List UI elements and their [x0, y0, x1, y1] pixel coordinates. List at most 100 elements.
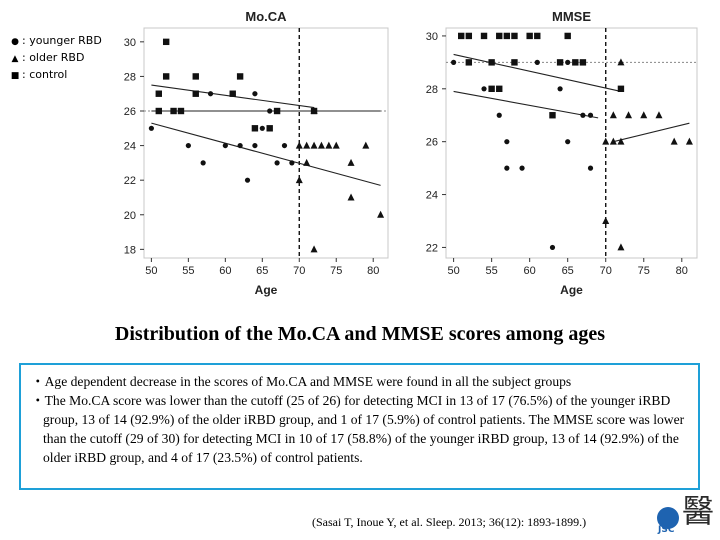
chart-2-older-rbd-point [625, 111, 633, 119]
chart-2-older-rbd-point [609, 137, 617, 145]
chart-2-younger-rbd-point [451, 59, 457, 65]
chart-2-older-rbd-point [602, 216, 610, 224]
chart-2-y-tick-label: 26 [426, 137, 438, 149]
chart-1-x-tick-label: 60 [219, 265, 231, 277]
chart-2-x-tick-label: 60 [524, 265, 536, 277]
chart-1-plot-frame [143, 27, 389, 259]
chart-1-x-tick-label: 70 [293, 265, 305, 277]
chart-2-trend-line [613, 122, 690, 143]
findings-box: ・Age dependent decrease in the scores of… [19, 363, 700, 490]
chart-1-control-point [236, 73, 244, 80]
chart-2-control-point [458, 32, 465, 40]
legend-item-control: ■: control [8, 67, 102, 84]
chart-2-x-axis-label: Age [560, 283, 583, 297]
society-logo: 醫 JSC [655, 493, 717, 539]
chart-1-control-point [170, 107, 177, 115]
chart-1-control-point [192, 73, 199, 80]
chart-2-control-point [496, 85, 503, 93]
chart-1-x-tick-label: 75 [330, 265, 342, 277]
legend: ●: younger RBD ▲: older RBD ■: control [8, 33, 102, 84]
chart-1-older-rbd-point [347, 193, 355, 201]
chart-2-y-tick-label: 24 [426, 190, 438, 202]
logo-abbr: JSC [658, 525, 675, 535]
chart-2-younger-rbd-point [481, 86, 487, 92]
chart-2-younger-rbd-point [504, 165, 510, 171]
chart-2-younger-rbd-point [587, 165, 594, 171]
chart-1-x-tick-label: 80 [367, 265, 379, 277]
chart-2-x-tick-label: 50 [447, 265, 459, 277]
chart-2-control-point [511, 32, 518, 40]
chart-1-older-rbd-point [377, 210, 385, 218]
chart-2-control-point [526, 32, 533, 40]
chart-2-x-tick-label: 65 [562, 265, 574, 277]
logo-kanji: 醫 [682, 492, 715, 530]
chart-1-younger-rbd-point [267, 108, 273, 114]
chart-2-x-tick-label: 80 [676, 265, 688, 277]
chart-1-y-tick-label: 22 [124, 175, 136, 187]
chart-2-x-tick-label: 70 [600, 265, 612, 277]
chart-2-control-point [564, 32, 571, 40]
chart-2-plot-frame [445, 27, 698, 259]
legend-label-older: : older RBD [22, 51, 85, 64]
chart-1-x-axis-label: Age [255, 283, 278, 297]
chart-2-control-point [465, 32, 473, 40]
chart-1-y-tick-label: 30 [124, 37, 136, 49]
chart-2-y-tick-label: 28 [426, 84, 438, 96]
chart-1-control-point [162, 38, 170, 46]
chart-2-control-point [572, 59, 579, 66]
chart-2-younger-rbd-point [587, 112, 594, 118]
chart-1-older-rbd-point [310, 141, 318, 149]
chart-2-older-rbd-point [685, 137, 693, 145]
chart-1-older-rbd-point [310, 245, 318, 253]
chart-1-y-tick-label: 18 [124, 244, 136, 256]
chart-2-younger-rbd-point [549, 244, 556, 251]
chart-2-younger-rbd-point [557, 86, 563, 92]
chart-1-control-point [266, 125, 273, 132]
chart-2-control-point [549, 112, 556, 119]
legend-item-older: ▲: older RBD [8, 50, 102, 67]
chart-1-control-point [192, 90, 199, 97]
chart-2-control-point [465, 59, 473, 66]
chart-1-y-tick-label: 26 [124, 106, 136, 118]
logo-mark-icon [657, 507, 679, 529]
chart-1-control-point [177, 107, 185, 115]
chart-1-younger-rbd-point [281, 142, 288, 149]
chart-2-older-rbd-point [602, 137, 610, 145]
chart-2-control-point [480, 32, 488, 40]
chart-2-control-point [488, 59, 495, 66]
chart-2-control-point [488, 85, 495, 93]
chart-2-older-rbd-point [617, 137, 625, 145]
chart-1-control-point [155, 107, 162, 115]
chart-2-younger-rbd-point [580, 112, 586, 118]
chart-2-x-tick-label: 55 [486, 265, 498, 277]
chart-2-older-rbd-point [617, 58, 625, 66]
chart-2-younger-rbd-point [519, 165, 525, 171]
chart-1-older-rbd-point [295, 141, 303, 149]
chart-1-y-tick-label: 20 [124, 210, 136, 222]
chart-1-younger-rbd-point [259, 125, 265, 131]
finding-1: ・Age dependent decrease in the scores of… [31, 374, 572, 389]
circle-marker-icon: ● [11, 37, 19, 47]
chart-1-younger-rbd-point [289, 160, 295, 166]
legend-label-control: : control [22, 68, 68, 81]
chart-2-y-tick-label: 22 [426, 242, 438, 254]
chart-2-older-rbd-point [670, 137, 678, 145]
chart-2-control-point [579, 59, 587, 66]
chart-2-older-rbd-point [617, 243, 625, 251]
chart-1-control-point [310, 107, 318, 115]
chart-2-trend-line [453, 53, 622, 92]
chart-1-trend-line [151, 122, 381, 186]
chart-1-control-point [229, 90, 236, 97]
chart-1-older-rbd-point [317, 141, 325, 149]
chart-2-control-point [496, 32, 503, 40]
slide-heading: Distribution of the Mo.CA and MMSE score… [114, 323, 606, 345]
chart-2-younger-rbd-point [504, 139, 510, 145]
chart-1-x-tick-label: 50 [145, 265, 157, 277]
chart-2-trend-line [453, 90, 599, 119]
chart-1-older-rbd-point [303, 158, 311, 166]
chart-1-younger-rbd-point [185, 142, 191, 149]
citation: (Sasai T, Inoue Y, et al. Sleep. 2013; 3… [312, 515, 587, 529]
chart-2-younger-rbd-point [565, 59, 571, 65]
chart-1-older-rbd-point [303, 141, 311, 149]
chart-2-older-rbd-point [655, 111, 663, 119]
